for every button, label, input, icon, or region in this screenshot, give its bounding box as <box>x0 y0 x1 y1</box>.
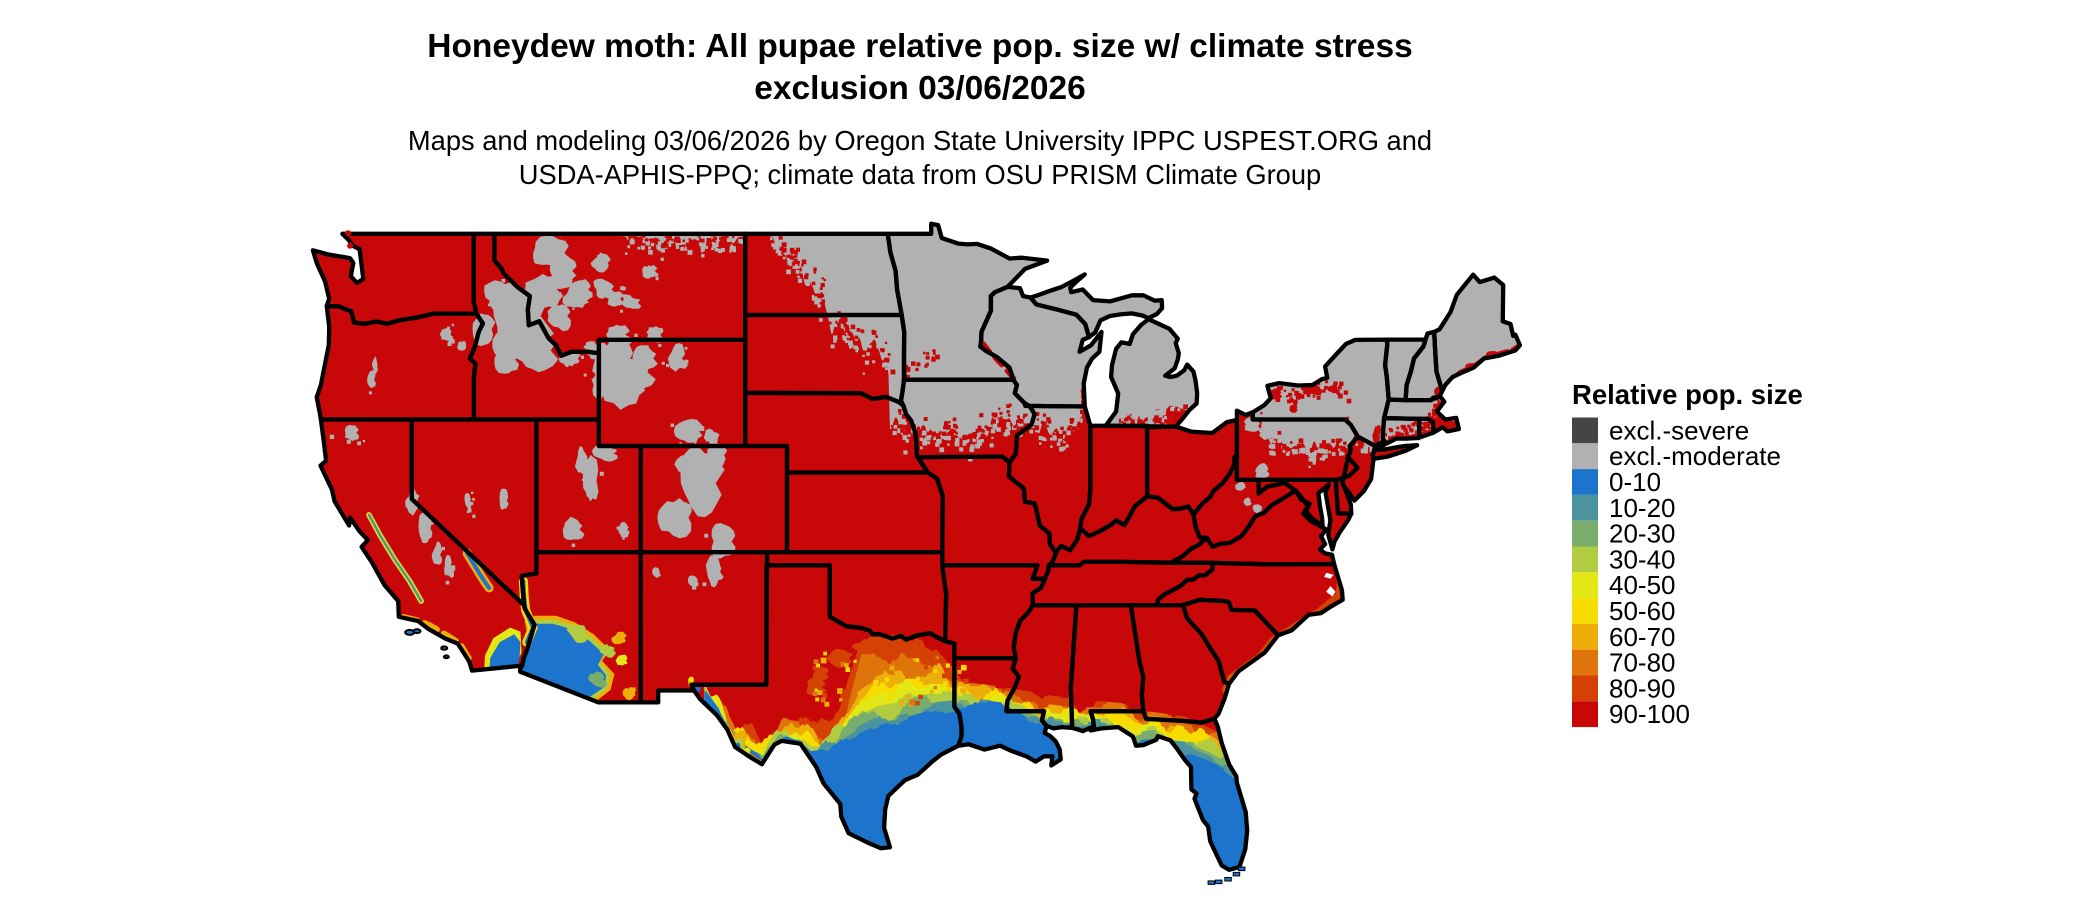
svg-text:10-20: 10-20 <box>1609 493 1676 523</box>
svg-text:Maps and modeling 03/06/2026 b: Maps and modeling 03/06/2026 by Oregon S… <box>408 125 1432 156</box>
svg-text:excl.-severe: excl.-severe <box>1609 415 1749 445</box>
svg-text:40-50: 40-50 <box>1609 570 1676 600</box>
svg-text:USDA-APHIS-PPQ; climate data f: USDA-APHIS-PPQ; climate data from OSU PR… <box>519 159 1321 190</box>
svg-text:excl.-moderate: excl.-moderate <box>1609 441 1781 471</box>
svg-text:60-70: 60-70 <box>1609 622 1676 652</box>
svg-text:80-90: 80-90 <box>1609 673 1676 703</box>
svg-text:0-10: 0-10 <box>1609 467 1661 497</box>
svg-text:exclusion 03/06/2026: exclusion 03/06/2026 <box>754 70 1086 107</box>
svg-text:90-100: 90-100 <box>1609 699 1690 729</box>
svg-text:Honeydew moth: All pupae relat: Honeydew moth: All pupae relative pop. s… <box>427 28 1412 65</box>
svg-text:30-40: 30-40 <box>1609 544 1676 574</box>
svg-text:20-30: 20-30 <box>1609 519 1676 549</box>
svg-text:Relative pop. size: Relative pop. size <box>1572 379 1803 410</box>
svg-text:70-80: 70-80 <box>1609 648 1676 678</box>
svg-text:50-60: 50-60 <box>1609 596 1676 626</box>
